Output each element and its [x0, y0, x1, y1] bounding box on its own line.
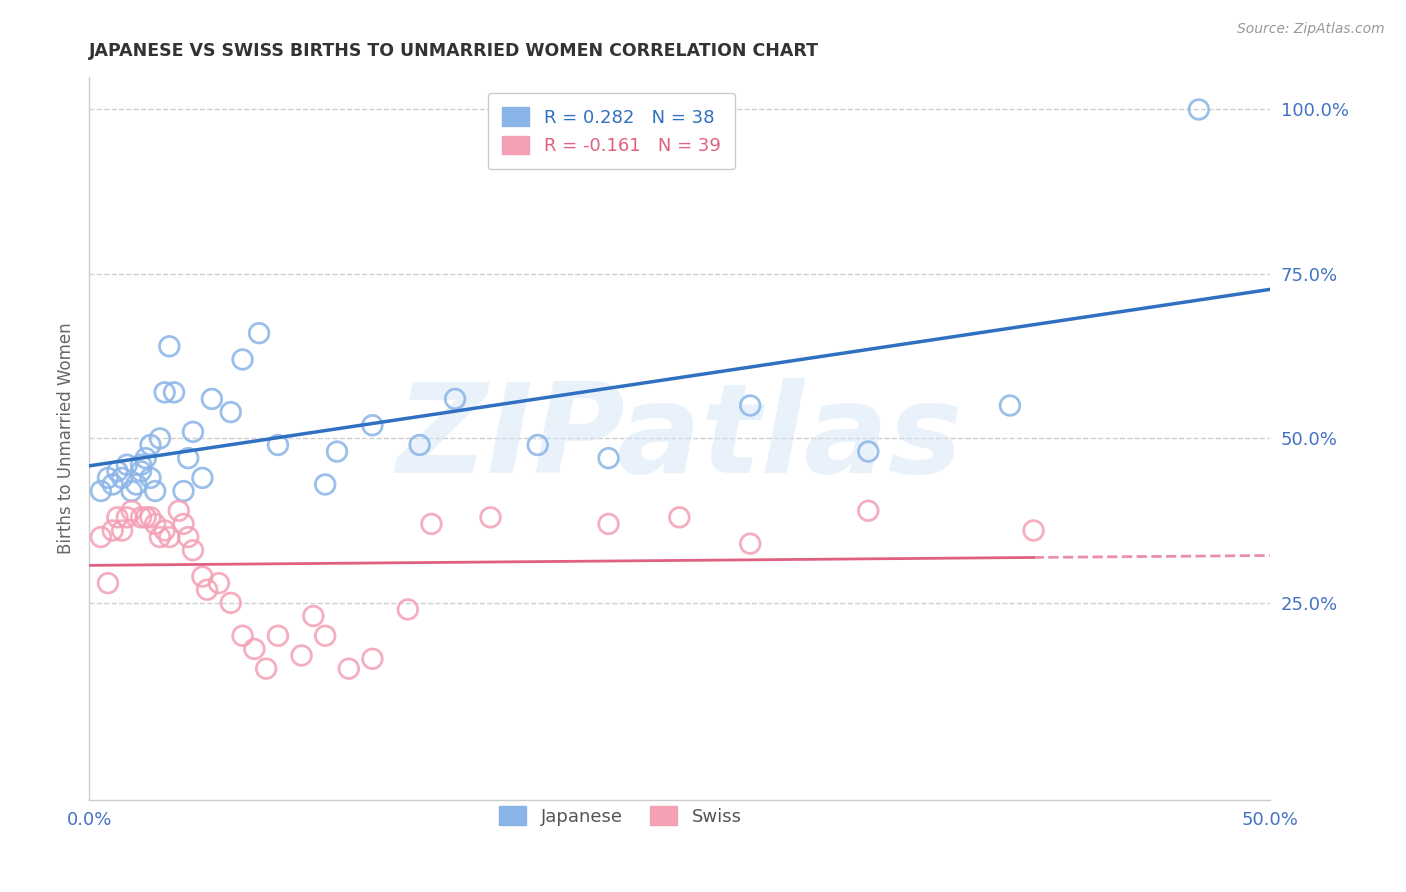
Point [191, 569, 214, 583]
Point [121, 483, 143, 498]
Point [267, 438, 290, 452]
Legend: Japanese, Swiss: Japanese, Swiss [491, 797, 751, 835]
Point [526, 438, 548, 452]
Point [177, 451, 200, 466]
Point [314, 477, 336, 491]
Point [135, 510, 157, 524]
Point [740, 536, 762, 550]
Point [129, 458, 152, 472]
Point [740, 399, 762, 413]
Point [129, 464, 152, 478]
Point [139, 510, 162, 524]
Point [314, 629, 336, 643]
Point [107, 464, 129, 478]
Point [191, 471, 214, 485]
Point [479, 510, 502, 524]
Point [135, 451, 157, 466]
Point [598, 516, 620, 531]
Point [219, 405, 242, 419]
Point [153, 524, 176, 538]
Point [337, 662, 360, 676]
Point [115, 510, 138, 524]
Point [232, 352, 254, 367]
Point [129, 510, 152, 524]
Point [208, 576, 231, 591]
Text: Source: ZipAtlas.com: Source: ZipAtlas.com [1237, 22, 1385, 37]
Point [408, 438, 430, 452]
Point [111, 471, 134, 485]
Point [163, 385, 186, 400]
Point [139, 471, 162, 485]
Point [302, 609, 325, 624]
Point [668, 510, 690, 524]
Point [254, 662, 277, 676]
Point [173, 483, 195, 498]
Point [858, 504, 880, 518]
Point [90, 483, 112, 498]
Point [173, 516, 195, 531]
Point [998, 399, 1021, 413]
Point [290, 648, 312, 663]
Text: ZIPatlas: ZIPatlas [396, 378, 963, 499]
Point [326, 444, 349, 458]
Point [177, 530, 200, 544]
Point [232, 629, 254, 643]
Point [121, 504, 143, 518]
Point [1022, 524, 1045, 538]
Point [1188, 103, 1211, 117]
Point [111, 524, 134, 538]
Point [444, 392, 467, 406]
Point [181, 543, 204, 558]
Y-axis label: Births to Unmarried Women: Births to Unmarried Women [58, 323, 75, 554]
Point [139, 438, 162, 452]
Point [115, 458, 138, 472]
Point [107, 510, 129, 524]
Point [858, 444, 880, 458]
Point [247, 326, 270, 340]
Point [101, 477, 124, 491]
Point [97, 576, 120, 591]
Point [267, 629, 290, 643]
Point [153, 385, 176, 400]
Point [157, 339, 180, 353]
Point [157, 530, 180, 544]
Point [143, 516, 166, 531]
Point [181, 425, 204, 439]
Point [598, 451, 620, 466]
Point [149, 530, 172, 544]
Point [201, 392, 224, 406]
Point [361, 418, 384, 433]
Text: JAPANESE VS SWISS BIRTHS TO UNMARRIED WOMEN CORRELATION CHART: JAPANESE VS SWISS BIRTHS TO UNMARRIED WO… [89, 42, 820, 60]
Point [143, 483, 166, 498]
Point [219, 596, 242, 610]
Point [420, 516, 443, 531]
Point [243, 641, 266, 656]
Point [101, 524, 124, 538]
Point [361, 652, 384, 666]
Point [396, 602, 419, 616]
Point [195, 582, 218, 597]
Point [167, 504, 190, 518]
Point [149, 431, 172, 445]
Point [90, 530, 112, 544]
Point [125, 477, 148, 491]
Point [97, 471, 120, 485]
